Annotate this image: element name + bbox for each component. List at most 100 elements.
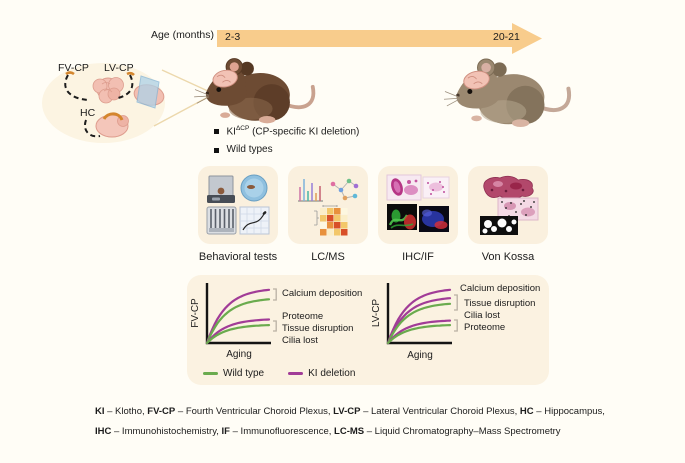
cohort-list: KIΔCP (CP-specific KI deletion) Wild typ… <box>214 125 359 162</box>
age-axis-label: Age (months) <box>150 29 214 41</box>
brain-regions-callout: FV-CP LV-CP HC <box>42 62 165 143</box>
method-von-kossa: Von Kossa <box>468 166 548 263</box>
abbreviations-block: KI – Klotho, FV-CP – Fourth Ventricular … <box>95 402 665 441</box>
curve-annotation: Proteome <box>464 322 505 333</box>
lv-cp-mark <box>126 71 135 76</box>
fv-cp-mark <box>65 71 75 76</box>
curve-ki-deletion-proteome <box>386 319 452 345</box>
hippocampus-mark <box>102 112 124 121</box>
curve-wild-type-proteome <box>386 324 452 345</box>
von-kossa-image <box>468 166 548 244</box>
method-label: Behavioral tests <box>198 251 278 263</box>
methods-row: Behavioral tests <box>198 166 548 263</box>
legend-ki-deletion: KI deletion <box>288 368 355 379</box>
abbreviations-line-1: KI – Klotho, FV-CP – Fourth Ventricular … <box>95 406 605 417</box>
if-green-red-icon <box>387 204 417 230</box>
curve-annotation: Tissue disruption <box>282 323 353 334</box>
young-mouse-illustration <box>194 58 316 124</box>
curve-wild-type-calcium-deposition <box>205 298 271 345</box>
method-lcms: LC/MS <box>288 166 368 263</box>
brain-patch <box>212 69 238 88</box>
timeline-end-age: 20-21 <box>493 31 520 43</box>
fv-cp-dashed-arc <box>64 74 90 101</box>
histology-detail-icon <box>422 176 450 199</box>
method-behavioral-tests: Behavioral tests <box>198 166 278 263</box>
hc-label: HC <box>80 107 96 119</box>
legend-label: KI deletion <box>308 368 356 379</box>
hc-dashed-arc <box>84 119 101 138</box>
lv-cp-dashed-arc <box>117 74 134 99</box>
fv-cp-chart: FV-CP Calcium deposition Proteome Tissue… <box>190 283 362 360</box>
brain-patch <box>463 70 490 90</box>
curve-annotation: Tissue disruption <box>464 298 535 309</box>
mouse-eye <box>467 89 473 95</box>
bullet-square-icon <box>214 148 219 153</box>
he-histology-icon <box>386 174 422 201</box>
lcms-image <box>288 166 368 244</box>
method-label: LC/MS <box>311 251 345 263</box>
bracket-icon <box>454 319 458 332</box>
method-label: IHC/IF <box>402 251 434 263</box>
chart-legend: Wild type KI deletion <box>203 368 355 379</box>
wild-type-dash-icon <box>203 371 218 376</box>
bracket-icon <box>273 288 277 301</box>
ki-deletion-dash-icon <box>288 371 304 376</box>
tissue-section-icon <box>483 175 534 200</box>
old-mouse-illustration <box>444 58 572 127</box>
cohort-item-label: KIΔCP (CP-specific KI deletion) <box>226 125 360 138</box>
von-kossa-bw-icon <box>480 216 518 235</box>
method-label: Von Kossa <box>481 251 535 263</box>
curve-ki-deletion-calcium-deposition <box>386 288 452 345</box>
ihc-if-image <box>378 166 458 244</box>
chart-curves <box>205 288 271 345</box>
bracket-icon <box>273 320 277 332</box>
curve-ki-deletion-proteome-tissue-disruption-cilia-lost <box>205 318 271 345</box>
curve-annotation: Calcium deposition <box>460 283 540 294</box>
x-axis-label: Aging <box>407 350 433 361</box>
bracket-icon <box>454 294 458 311</box>
curve-ki-deletion-tissue-disruption-cilia-lost <box>386 297 452 345</box>
curve-annotation: Cilia lost <box>282 335 318 346</box>
legend-wild-type: Wild type <box>203 368 264 379</box>
curve-annotation: Cilia lost <box>464 310 500 321</box>
curve-annotation: Proteome <box>282 311 323 322</box>
abbreviations-line-2: IHC – Immunohistochemistry, IF – Immunof… <box>95 425 561 437</box>
water-maze-icon <box>240 174 268 202</box>
mouse-whiskers <box>444 91 460 107</box>
curve-wild-type-tissue-disruption-cilia-lost <box>386 302 452 345</box>
lv-cp-chart: LV-CP Calcium deposition Tissue disrupti… <box>371 283 540 361</box>
rotarod-icon <box>207 175 235 203</box>
if-blue-red-icon <box>419 206 449 232</box>
sagittal-brain-icon <box>84 112 129 138</box>
curve-annotation: Calcium deposition <box>282 288 362 299</box>
bullet-square-icon <box>214 129 219 134</box>
molecular-network-icon <box>330 178 359 201</box>
mouse-eye <box>216 87 222 92</box>
chart-curves <box>386 288 452 345</box>
x-axis-label: Aging <box>226 349 252 360</box>
timeline-arrow <box>217 23 542 54</box>
behavioral-tests-image <box>198 166 278 244</box>
curve-wild-type-proteome-tissue-disruption-cilia-lost <box>205 324 271 345</box>
lv-cp-label: LV-CP <box>104 62 134 74</box>
callout-bubble <box>42 63 165 143</box>
dorsal-brain-icon <box>92 77 124 104</box>
fv-cp-label: FV-CP <box>58 62 89 74</box>
y-axis-label: LV-CP <box>371 299 382 327</box>
timeline-start-age: 2-3 <box>225 31 241 43</box>
heatmap-icon <box>314 205 348 236</box>
timeline-arrow-shape <box>217 23 542 54</box>
cohort-item-label: Wild types <box>226 144 273 156</box>
y-axis-label: FV-CP <box>190 298 201 328</box>
legend-label: Wild type <box>223 368 265 379</box>
cohort-item-ki-deletion: KIΔCP (CP-specific KI deletion) <box>214 125 359 137</box>
open-field-icon <box>239 206 270 235</box>
cage-icon <box>206 206 237 235</box>
cohort-item-wild-types: Wild types <box>214 144 359 155</box>
sectioning-plane-brain-icon <box>133 75 165 109</box>
mouse-whiskers <box>194 89 209 104</box>
method-ihc-if: IHC/IF <box>378 166 458 263</box>
summary-charts-panel: FV-CP Calcium deposition Proteome Tissue… <box>187 275 549 385</box>
curve-ki-deletion-calcium-deposition <box>205 288 271 345</box>
